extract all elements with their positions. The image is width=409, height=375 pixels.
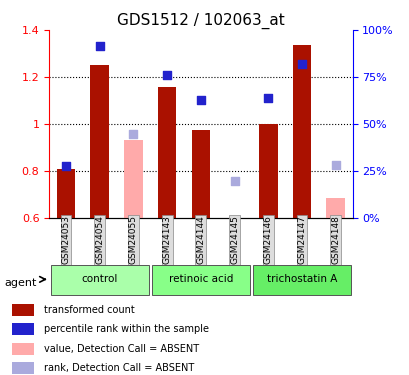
FancyBboxPatch shape bbox=[152, 265, 249, 295]
Point bbox=[130, 131, 137, 137]
Bar bbox=[12, 304, 34, 316]
Title: GDS1512 / 102063_at: GDS1512 / 102063_at bbox=[117, 12, 284, 28]
Bar bbox=[12, 362, 34, 374]
Bar bbox=[90, 65, 109, 218]
Text: GSM24144: GSM24144 bbox=[196, 216, 205, 264]
Bar bbox=[56, 170, 75, 217]
Bar bbox=[12, 323, 34, 335]
Text: GSM24146: GSM24146 bbox=[263, 216, 272, 264]
Point bbox=[298, 61, 305, 67]
Text: GSM24148: GSM24148 bbox=[330, 216, 339, 264]
Point bbox=[332, 162, 338, 168]
Text: agent: agent bbox=[4, 278, 36, 288]
Point bbox=[231, 178, 237, 184]
Text: GSM24145: GSM24145 bbox=[229, 216, 238, 264]
Point bbox=[264, 95, 271, 101]
Text: control: control bbox=[81, 274, 118, 284]
Text: GSM24055: GSM24055 bbox=[129, 216, 138, 264]
Point bbox=[96, 44, 103, 50]
Bar bbox=[258, 124, 277, 218]
Point bbox=[197, 98, 204, 104]
Text: value, Detection Call = ABSENT: value, Detection Call = ABSENT bbox=[43, 344, 198, 354]
Text: retinoic acid: retinoic acid bbox=[168, 274, 233, 284]
Text: trichostatin A: trichostatin A bbox=[266, 274, 336, 284]
Text: transformed count: transformed count bbox=[43, 305, 134, 315]
Bar bbox=[12, 343, 34, 355]
Text: rank, Detection Call = ABSENT: rank, Detection Call = ABSENT bbox=[43, 363, 193, 373]
FancyBboxPatch shape bbox=[51, 265, 148, 295]
Text: GSM24147: GSM24147 bbox=[297, 216, 306, 264]
Bar bbox=[292, 45, 310, 218]
Text: GSM24053: GSM24053 bbox=[61, 216, 70, 264]
Point bbox=[63, 163, 69, 169]
Text: percentile rank within the sample: percentile rank within the sample bbox=[43, 324, 208, 334]
Point bbox=[164, 72, 170, 78]
Bar bbox=[157, 87, 176, 218]
Bar bbox=[124, 140, 142, 218]
Bar bbox=[191, 130, 210, 218]
FancyBboxPatch shape bbox=[252, 265, 350, 295]
Text: GSM24054: GSM24054 bbox=[95, 216, 104, 264]
Text: GSM24143: GSM24143 bbox=[162, 216, 171, 264]
Bar bbox=[326, 198, 344, 217]
